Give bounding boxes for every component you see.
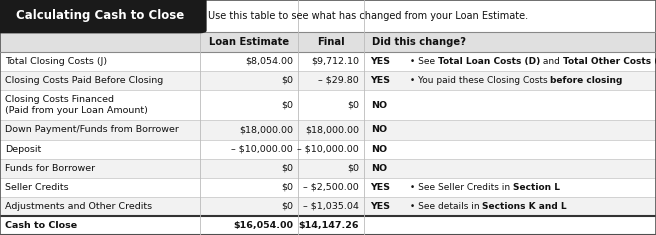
Text: Total Closing Costs (J): Total Closing Costs (J) xyxy=(5,57,108,66)
Text: NO: NO xyxy=(371,101,387,110)
Text: – $1,035.04: – $1,035.04 xyxy=(303,202,359,211)
Text: $8,054.00: $8,054.00 xyxy=(245,57,293,66)
Text: • See: • See xyxy=(407,57,438,66)
Text: Sections K and L: Sections K and L xyxy=(482,202,567,211)
Text: NO: NO xyxy=(371,145,387,154)
Bar xyxy=(0,121,656,140)
Text: Total Loan Costs (D): Total Loan Costs (D) xyxy=(438,57,540,66)
Text: NO: NO xyxy=(371,164,387,173)
Text: $0: $0 xyxy=(347,101,359,110)
Text: YES: YES xyxy=(371,202,390,211)
Text: – $10,000.00: – $10,000.00 xyxy=(297,145,359,154)
Text: $0: $0 xyxy=(347,164,359,173)
Text: Section L: Section L xyxy=(513,183,560,192)
Text: Cash to Close: Cash to Close xyxy=(5,221,77,230)
Text: Deposit: Deposit xyxy=(5,145,41,154)
Text: Final: Final xyxy=(318,37,345,47)
Text: YES: YES xyxy=(371,183,390,192)
Text: Calculating Cash to Close: Calculating Cash to Close xyxy=(16,9,184,22)
Text: Closing Costs Financed
(Paid from your Loan Amount): Closing Costs Financed (Paid from your L… xyxy=(5,95,148,115)
Text: Use this table to see what has changed from your Loan Estimate.: Use this table to see what has changed f… xyxy=(208,11,528,21)
Bar xyxy=(0,71,656,90)
Text: Loan Estimate: Loan Estimate xyxy=(209,37,289,47)
FancyBboxPatch shape xyxy=(0,0,207,33)
Text: $0: $0 xyxy=(281,101,293,110)
Text: $0: $0 xyxy=(281,183,293,192)
Text: • See details in: • See details in xyxy=(407,202,482,211)
Text: • See Seller Credits in: • See Seller Credits in xyxy=(407,183,513,192)
Text: $0: $0 xyxy=(281,164,293,173)
Text: $14,147.26: $14,147.26 xyxy=(298,221,359,230)
Bar xyxy=(0,52,656,71)
Text: Seller Credits: Seller Credits xyxy=(5,183,69,192)
Text: – $10,000.00: – $10,000.00 xyxy=(232,145,293,154)
Text: before closing: before closing xyxy=(550,76,623,85)
Text: NO: NO xyxy=(371,125,387,134)
Text: $18,000.00: $18,000.00 xyxy=(239,125,293,134)
Bar xyxy=(0,90,656,121)
Bar xyxy=(0,178,656,197)
Text: Funds for Borrower: Funds for Borrower xyxy=(5,164,95,173)
Bar xyxy=(0,32,656,52)
Text: $9,712.10: $9,712.10 xyxy=(311,57,359,66)
Text: $0: $0 xyxy=(281,202,293,211)
Text: • You paid these Closing Costs: • You paid these Closing Costs xyxy=(407,76,550,85)
Text: $0: $0 xyxy=(281,76,293,85)
Text: $16,054.00: $16,054.00 xyxy=(234,221,293,230)
Text: – $29.80: – $29.80 xyxy=(318,76,359,85)
Text: Down Payment/Funds from Borrower: Down Payment/Funds from Borrower xyxy=(5,125,179,134)
Bar xyxy=(0,216,656,235)
Bar xyxy=(0,140,656,159)
Text: YES: YES xyxy=(371,76,390,85)
Text: and: and xyxy=(540,57,563,66)
Text: $18,000.00: $18,000.00 xyxy=(305,125,359,134)
Text: Adjustments and Other Credits: Adjustments and Other Credits xyxy=(5,202,152,211)
Text: Did this change?: Did this change? xyxy=(372,37,466,47)
Bar xyxy=(0,159,656,178)
Text: YES: YES xyxy=(371,57,390,66)
Bar xyxy=(0,197,656,216)
Text: Total Other Costs (I): Total Other Costs (I) xyxy=(563,57,656,66)
Text: Closing Costs Paid Before Closing: Closing Costs Paid Before Closing xyxy=(5,76,163,85)
Text: – $2,500.00: – $2,500.00 xyxy=(303,183,359,192)
